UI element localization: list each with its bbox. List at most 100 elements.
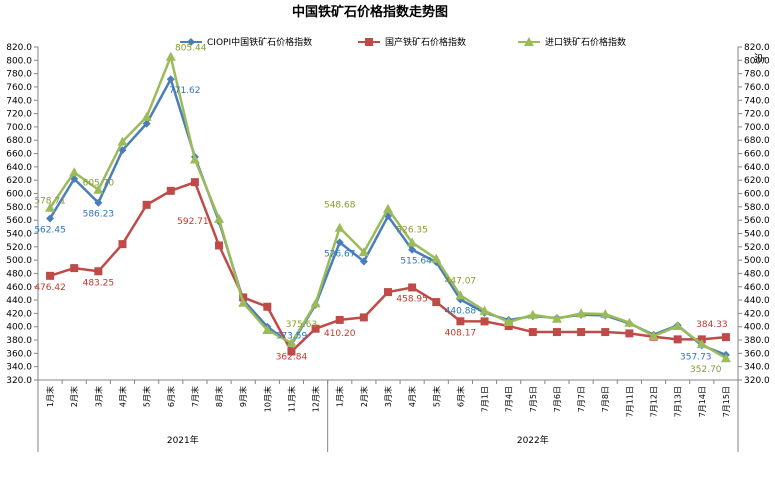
- data-label-0: 373.59: [276, 331, 308, 341]
- y2-tick-label: 660.0: [744, 150, 770, 160]
- data-label-2: 375.63: [286, 320, 318, 330]
- data-point-2: [310, 298, 321, 308]
- y-tick-label: 800.0: [6, 56, 32, 66]
- legend-marker-1: [365, 38, 373, 46]
- data-point-2: [455, 290, 466, 300]
- x-tick-label: 11月末: [286, 386, 296, 412]
- data-label-1: 483.25: [83, 278, 115, 288]
- x-tick-label: 2月末: [69, 386, 79, 407]
- data-point-1: [359, 313, 368, 322]
- data-point-2: [479, 305, 490, 315]
- y-tick-label: 760.0: [6, 83, 32, 93]
- data-point-2: [165, 51, 176, 61]
- data-point-1: [480, 317, 489, 326]
- data-label-0: 515.64: [400, 257, 432, 267]
- y-tick-label: 440.0: [6, 296, 32, 306]
- data-point-2: [720, 353, 731, 363]
- y2-tick-label: 820.0: [744, 43, 770, 53]
- y2-axis-unit: 点: [753, 53, 766, 64]
- data-point-0: [46, 214, 55, 223]
- data-point-2: [334, 222, 345, 232]
- legend-label-0: CIOPI中国铁矿石价格指数: [207, 36, 312, 48]
- data-point-2: [407, 237, 418, 247]
- x-tick-label: 7月14日: [698, 386, 707, 417]
- data-label-0: 562.45: [34, 226, 66, 236]
- data-point-1: [721, 333, 730, 342]
- y2-tick-label: 320.0: [744, 376, 770, 386]
- x-tick-label: 4月末: [117, 386, 127, 407]
- data-label-1: 408.17: [445, 328, 477, 338]
- y-tick-label: 340.0: [6, 363, 32, 373]
- data-point-2: [503, 317, 514, 327]
- y-tick-label: 600.0: [6, 190, 32, 200]
- data-point-2: [624, 317, 635, 327]
- data-label-1: 458.95: [396, 294, 428, 304]
- data-labels: 562.45 586.23 771.62 373.59 526.67 515.64 440.…: [34, 44, 727, 375]
- year-group-label: 2021年: [167, 434, 199, 446]
- data-point-1: [190, 178, 199, 187]
- y-tick-label: 820.0: [6, 43, 32, 53]
- data-point-1: [287, 347, 296, 356]
- data-label-2: 447.07: [445, 276, 477, 286]
- axes: 320.0 320.0 340.0 340.0 360.0 360.0 380.0 380.0…: [6, 43, 770, 452]
- y2-tick-label: 520.0: [744, 243, 770, 253]
- data-point-2: [431, 253, 442, 263]
- data-point-1: [528, 328, 537, 337]
- data-point-2: [358, 247, 369, 257]
- y2-tick-label: 400.0: [744, 323, 770, 333]
- y2-tick-label: 380.0: [744, 336, 770, 346]
- data-label-0: 357.73: [680, 352, 712, 362]
- data-point-2: [383, 203, 393, 213]
- data-label-0: 526.67: [324, 249, 356, 259]
- data-point-1: [625, 329, 634, 338]
- data-point-2: [286, 337, 297, 347]
- y-tick-label: 460.0: [6, 283, 32, 293]
- data-label-1: 384.33: [696, 320, 728, 330]
- y-tick-label: 540.0: [6, 229, 32, 239]
- y-tick-label: 520.0: [6, 243, 32, 253]
- y-tick-label: 480.0: [6, 269, 32, 279]
- legend-marker-0: [187, 38, 195, 46]
- x-tick-label: 7月1日: [481, 386, 490, 412]
- y-tick-label: 380.0: [6, 336, 32, 346]
- x-tick-label: 7月12日: [650, 386, 659, 417]
- x-tick-label: 3月末: [383, 386, 393, 407]
- data-label-2: 548.68: [324, 201, 356, 211]
- series-layer: [45, 51, 731, 363]
- data-point-2: [672, 321, 683, 331]
- y2-tick-label: 720.0: [744, 110, 770, 120]
- data-point-2: [696, 339, 707, 349]
- data-point-2: [189, 154, 200, 164]
- y2-tick-label: 600.0: [744, 190, 770, 200]
- y2-tick-label: 620.0: [744, 176, 770, 186]
- data-point-2: [648, 331, 659, 341]
- data-point-1: [335, 315, 344, 324]
- y2-tick-label: 740.0: [744, 96, 770, 106]
- data-point-1: [239, 293, 248, 302]
- y2-tick-label: 340.0: [744, 363, 770, 373]
- data-point-1: [456, 317, 465, 326]
- x-tick-label: 12月末: [311, 386, 321, 412]
- y2-tick-label: 700.0: [744, 123, 770, 133]
- data-point-1: [118, 240, 127, 249]
- data-point-1: [142, 200, 151, 209]
- y2-tick-label: 680.0: [744, 136, 770, 146]
- y2-tick-label: 360.0: [744, 349, 770, 359]
- data-point-2: [214, 213, 225, 223]
- data-point-1: [552, 328, 561, 337]
- data-point-1: [311, 324, 320, 333]
- data-label-0: 440.88: [445, 306, 477, 316]
- x-tick-label: 7月5日: [529, 386, 538, 412]
- y-tick-label: 660.0: [6, 150, 32, 160]
- y-tick-label: 780.0: [6, 70, 32, 80]
- legend-label-1: 国产铁矿石价格指数: [385, 36, 466, 48]
- data-point-2: [600, 309, 611, 319]
- x-tick-label: 7月4日: [505, 386, 514, 412]
- chart-title: 中国铁矿石价格指数走势图: [292, 4, 448, 20]
- y2-tick-label: 640.0: [744, 163, 770, 173]
- y-tick-label: 400.0: [6, 323, 32, 333]
- data-label-2: 805.44: [175, 44, 207, 54]
- data-point-0: [359, 257, 368, 266]
- data-point-1: [94, 267, 103, 276]
- y-tick-label: 580.0: [6, 203, 32, 213]
